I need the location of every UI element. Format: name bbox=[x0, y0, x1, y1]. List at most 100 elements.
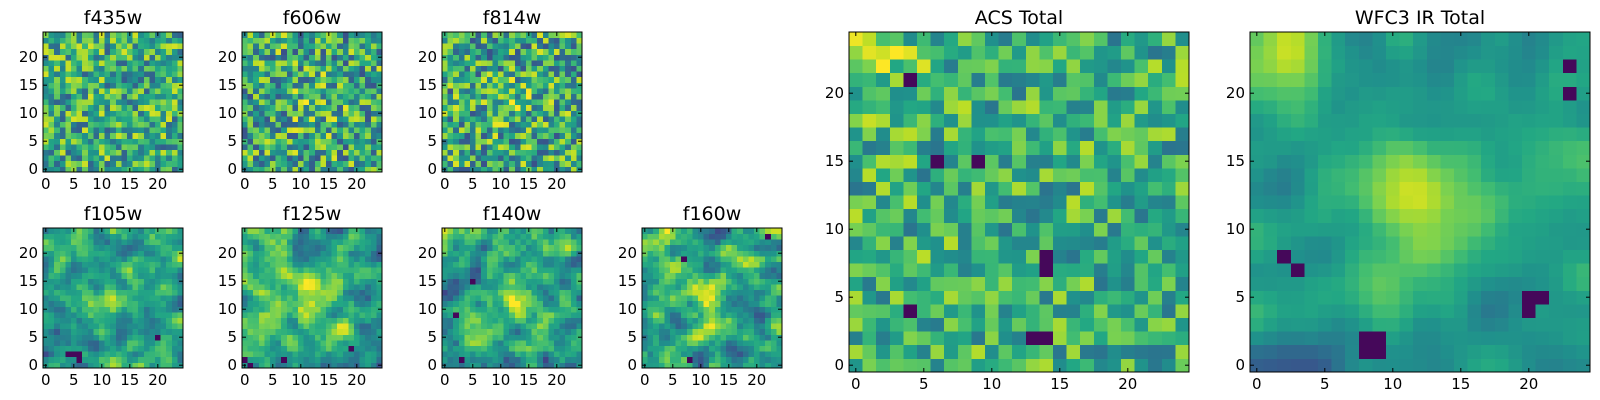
heatmap-cell bbox=[492, 233, 499, 240]
heatmap-cell bbox=[115, 351, 122, 358]
heatmap-cell bbox=[1175, 317, 1190, 332]
heatmap-cell bbox=[127, 76, 133, 83]
heatmap-cell bbox=[82, 160, 89, 167]
heatmap-cell bbox=[481, 144, 488, 150]
heatmap-cell bbox=[548, 82, 555, 89]
heatmap-cell bbox=[359, 328, 366, 335]
heatmap-cell bbox=[253, 82, 260, 89]
heatmap-cell bbox=[132, 60, 139, 66]
heatmap-cell bbox=[542, 340, 549, 346]
heatmap-cell bbox=[286, 65, 293, 72]
heatmap-cell bbox=[48, 272, 55, 279]
heatmap-cell bbox=[171, 328, 178, 335]
heatmap-cell bbox=[87, 132, 94, 139]
heatmap-cell bbox=[664, 267, 671, 274]
heatmap-cell bbox=[475, 155, 482, 162]
heatmap-cell bbox=[132, 334, 139, 341]
heatmap-cell bbox=[520, 138, 527, 145]
heatmap-cell bbox=[43, 104, 49, 111]
heatmap-cell bbox=[138, 37, 145, 44]
heatmap-cell bbox=[87, 76, 94, 83]
heatmap-cell bbox=[132, 76, 139, 83]
heatmap-cell bbox=[486, 312, 493, 318]
heatmap-cell bbox=[703, 244, 710, 251]
heatmap-cell bbox=[331, 328, 338, 335]
x-tick-label: 20 bbox=[547, 175, 566, 193]
heatmap-cell bbox=[264, 340, 271, 346]
heatmap-cell bbox=[726, 256, 732, 262]
heatmap-cell bbox=[442, 104, 448, 111]
heatmap-cell bbox=[447, 65, 454, 72]
heatmap-cell bbox=[149, 65, 156, 72]
heatmap-cell bbox=[670, 317, 676, 324]
heatmap-cell bbox=[1121, 304, 1135, 318]
heatmap-cell bbox=[486, 233, 493, 240]
heatmap-cell bbox=[348, 284, 355, 290]
heatmap-cell bbox=[342, 93, 349, 100]
heatmap-cell bbox=[155, 244, 161, 251]
heatmap-cell bbox=[520, 65, 527, 72]
heatmap-cell bbox=[171, 88, 178, 94]
heatmap-cell bbox=[104, 334, 111, 341]
panel-title: f606w bbox=[283, 7, 342, 29]
heatmap-cell bbox=[337, 256, 344, 262]
heatmap-cell bbox=[354, 110, 360, 117]
heatmap-cell bbox=[464, 228, 471, 234]
heatmap-cell bbox=[76, 228, 83, 234]
heatmap-cell bbox=[737, 312, 744, 318]
heatmap-cell bbox=[76, 351, 83, 358]
heatmap-cell bbox=[542, 323, 549, 330]
heatmap-cell bbox=[748, 256, 755, 262]
heatmap-cell bbox=[127, 356, 133, 363]
heatmap-cell bbox=[681, 228, 688, 234]
heatmap-cell bbox=[503, 138, 510, 145]
heatmap-cell bbox=[115, 334, 122, 341]
heatmap-cell bbox=[503, 43, 510, 50]
heatmap-cell bbox=[464, 244, 471, 251]
heatmap-cell bbox=[1093, 208, 1108, 223]
heatmap-cell bbox=[653, 317, 660, 324]
heatmap-cell bbox=[337, 93, 344, 100]
heatmap-cell bbox=[548, 328, 555, 335]
heatmap-cell bbox=[331, 317, 338, 324]
heatmap-cell bbox=[71, 328, 77, 335]
heatmap-cell bbox=[99, 65, 105, 72]
heatmap-cell bbox=[258, 166, 265, 173]
heatmap-cell bbox=[132, 362, 139, 369]
heatmap-cell bbox=[453, 340, 460, 346]
heatmap-cell bbox=[570, 356, 577, 363]
heatmap-cell bbox=[537, 256, 544, 262]
heatmap-cell bbox=[76, 93, 83, 100]
heatmap-cell bbox=[492, 138, 499, 145]
heatmap-cell bbox=[65, 48, 72, 55]
heatmap-cell bbox=[748, 289, 755, 296]
heatmap-cell bbox=[542, 99, 549, 106]
heatmap-cell bbox=[342, 233, 349, 240]
heatmap-cell bbox=[664, 317, 671, 324]
heatmap-cell bbox=[1134, 304, 1149, 318]
heatmap-cell bbox=[475, 54, 482, 61]
heatmap-cell bbox=[247, 138, 254, 145]
heatmap-cell bbox=[458, 48, 465, 55]
heatmap-cell bbox=[115, 60, 122, 66]
heatmap-cell bbox=[930, 154, 945, 169]
heatmap-cell bbox=[309, 43, 316, 50]
heatmap-cell bbox=[486, 362, 493, 369]
y-tick-label: 10 bbox=[19, 104, 38, 122]
heatmap-cell bbox=[849, 358, 863, 373]
heatmap-cell bbox=[76, 250, 83, 257]
heatmap-cell bbox=[492, 334, 499, 341]
heatmap-cell bbox=[509, 345, 516, 352]
heatmap-cell bbox=[492, 60, 499, 66]
heatmap-cell bbox=[138, 54, 145, 61]
heatmap-cell bbox=[537, 312, 544, 318]
heatmap-cell bbox=[365, 306, 372, 313]
heatmap-cell bbox=[748, 340, 755, 346]
x-tick-label: 15 bbox=[120, 371, 139, 389]
heatmap-cell bbox=[509, 43, 516, 50]
heatmap-cell bbox=[486, 76, 493, 83]
y-tick-label: 5 bbox=[227, 132, 237, 150]
heatmap-cell bbox=[675, 228, 682, 234]
heatmap-cell bbox=[253, 356, 260, 363]
heatmap-cell bbox=[104, 317, 111, 324]
